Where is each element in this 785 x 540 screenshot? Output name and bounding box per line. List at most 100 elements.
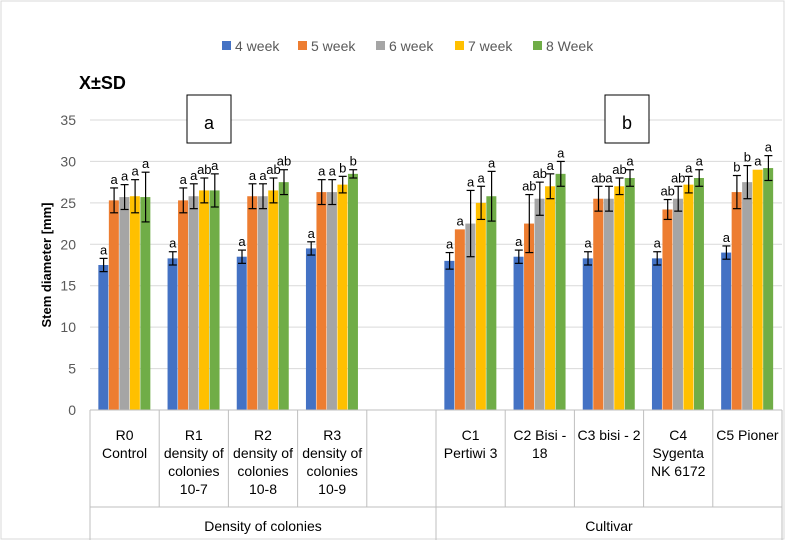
significance-letter: a (169, 236, 177, 251)
bar (524, 223, 535, 410)
x-tick-label: C1 (462, 427, 480, 443)
bar (347, 173, 358, 410)
x-tick-label: 10-7 (180, 481, 208, 497)
bar (513, 256, 524, 410)
significance-letter: a (238, 234, 246, 249)
y-tick-label: 15 (60, 278, 76, 294)
x-tick-label: 10-8 (249, 481, 277, 497)
panel-label-box (186, 94, 232, 144)
x-tick-label: C5 Pioner (716, 427, 779, 443)
significance-letter: a (685, 160, 693, 175)
bar (316, 192, 327, 410)
significance-letter: a (211, 158, 219, 173)
x-tick-label: R2 (254, 427, 272, 443)
significance-letter: a (190, 168, 198, 183)
x-tick-label: C2 Bisi - (513, 427, 566, 443)
legend-swatch (455, 41, 464, 50)
bar (731, 192, 742, 410)
y-tick-label: 10 (60, 319, 76, 335)
bar (268, 190, 279, 410)
bar (326, 192, 337, 410)
bar (721, 252, 732, 410)
significance-letter: a (477, 170, 485, 185)
significance-letter: b (339, 160, 346, 175)
bar (465, 223, 476, 410)
significance-letter: a (249, 168, 257, 183)
significance-letter: a (318, 164, 326, 179)
significance-letter: a (121, 169, 129, 184)
bar (199, 190, 210, 410)
bar (140, 197, 151, 410)
group-label: Density of colonies (204, 518, 322, 534)
x-tick-label: colonies (237, 463, 288, 479)
bar (672, 198, 683, 410)
bar (188, 196, 199, 410)
x-tick-label: 18 (532, 445, 548, 461)
significance-letter: a (131, 164, 139, 179)
bar (247, 196, 258, 410)
significance-letter: a (557, 145, 565, 160)
significance-letter: ab (522, 179, 536, 194)
x-tick-label: colonies (168, 463, 219, 479)
significance-letter: b (744, 150, 751, 165)
y-axis-title: Stem diameter [mm] (39, 203, 54, 328)
significance-letter: a (754, 154, 762, 169)
bar (582, 258, 593, 410)
x-tick-label: density of (302, 445, 362, 461)
significance-letter: ab (671, 170, 685, 185)
significance-letter: ab (612, 162, 626, 177)
significance-letter: b (350, 154, 357, 169)
legend-swatch (376, 41, 385, 50)
x-tick-label: colonies (307, 463, 358, 479)
legend-swatch (298, 41, 307, 50)
bar (108, 200, 119, 410)
significance-letter: a (605, 170, 613, 185)
bar (305, 248, 316, 410)
x-tick-label: C4 (669, 427, 687, 443)
bar (624, 178, 635, 410)
significance-letter: ab (591, 170, 605, 185)
x-tick-label: density of (233, 445, 293, 461)
y-tick-label: 5 (68, 361, 76, 377)
significance-letter: a (515, 234, 523, 249)
significance-letter: ab (660, 184, 674, 199)
group-label: Cultivar (585, 518, 633, 534)
significance-letter: a (467, 174, 475, 189)
panel-label-box (604, 94, 650, 144)
y-tick-label: 25 (60, 195, 76, 211)
bar (534, 198, 545, 410)
bar (119, 197, 130, 410)
significance-letter: a (654, 236, 662, 251)
bar (763, 168, 774, 410)
significance-letter: a (765, 140, 773, 155)
bar (178, 200, 189, 410)
bar (129, 196, 140, 410)
x-tick-label: density of (164, 445, 224, 461)
significance-letter: ab (266, 162, 280, 177)
bar (454, 229, 465, 410)
legend-label: 5 week (311, 38, 356, 54)
bar (444, 260, 455, 410)
bar (278, 182, 289, 410)
significance-letter: ab (277, 154, 291, 169)
bar (98, 265, 109, 410)
bar (209, 190, 220, 410)
bar (662, 209, 673, 410)
y-tick-label: 20 (60, 236, 76, 252)
panel-label: a (204, 113, 215, 133)
significance-letter: a (456, 213, 464, 228)
legend-label: 6 week (389, 38, 434, 54)
bar (545, 186, 556, 410)
significance-letter: a (329, 164, 337, 179)
x-tick-label: R1 (185, 427, 203, 443)
y-tick-label: 0 (68, 402, 76, 418)
bar (693, 178, 704, 410)
bar (475, 202, 486, 410)
bar (603, 198, 614, 410)
y-tick-label: 30 (60, 153, 76, 169)
bar (167, 258, 178, 410)
bar (614, 186, 625, 410)
significance-letter: a (547, 158, 555, 173)
significance-letter: ab (533, 166, 547, 181)
